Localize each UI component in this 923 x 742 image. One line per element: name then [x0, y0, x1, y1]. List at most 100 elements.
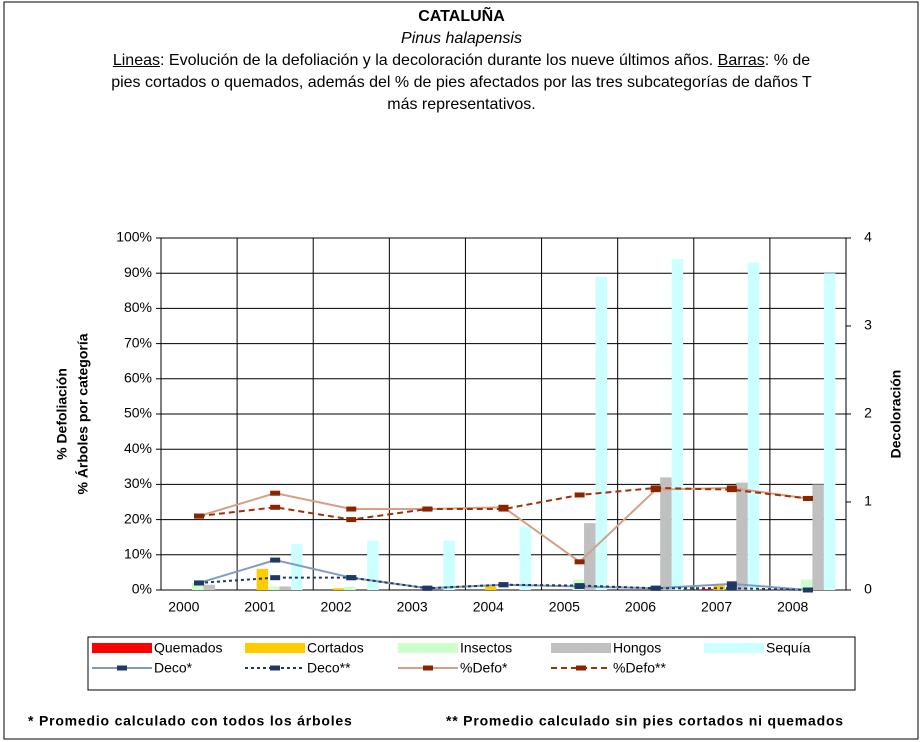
line-marker	[270, 557, 281, 563]
bar	[291, 544, 303, 590]
bar	[584, 523, 596, 590]
y-tick-label: 10%	[124, 546, 152, 562]
y2-axis-label: Decoloración	[888, 370, 904, 459]
line-marker	[194, 513, 205, 519]
chart-subtitle: Pinus halapensis	[401, 30, 522, 47]
line-marker	[726, 585, 737, 591]
legend-label: Quemados	[154, 640, 222, 656]
x-tick-label: 2006	[625, 599, 656, 615]
x-tick-label: 2007	[701, 599, 732, 615]
y-tick-label: 90%	[124, 264, 152, 280]
y2-tick-label: 0	[864, 581, 872, 597]
bar	[736, 482, 748, 590]
legend-label: Deco*	[154, 660, 193, 676]
y-tick-label: 70%	[124, 334, 152, 350]
bar	[192, 582, 204, 590]
legend-marker	[117, 665, 127, 671]
legend-label: Sequía	[766, 640, 811, 656]
legend-label: Cortados	[307, 640, 364, 656]
legend-label: Insectos	[460, 640, 512, 656]
line-marker	[802, 495, 813, 501]
bar	[332, 588, 345, 590]
line-marker	[498, 582, 509, 588]
line-marker	[270, 504, 281, 510]
y2-tick-label: 3	[864, 317, 872, 333]
legend-marker	[423, 665, 433, 671]
legend-label: %Defo**	[613, 660, 666, 676]
legend-swatch	[245, 643, 305, 653]
bar	[823, 273, 836, 590]
bar	[268, 586, 280, 590]
legend-marker	[270, 665, 280, 671]
plot-border	[160, 237, 847, 591]
legend-swatch	[704, 643, 764, 653]
bar	[203, 584, 215, 590]
bar	[713, 584, 725, 590]
bar	[519, 526, 531, 590]
y-tick-label: 60%	[124, 370, 152, 386]
bar	[256, 568, 269, 590]
bar	[484, 586, 497, 590]
line-marker	[346, 506, 357, 512]
x-tick-label: 2008	[777, 599, 808, 615]
line-marker	[574, 492, 585, 498]
y-tick-label: 30%	[124, 475, 152, 491]
header: CATALUÑA Pinus halapensis Lineas: Evoluc…	[0, 6, 923, 116]
legend-swatch	[92, 643, 152, 653]
line-marker	[270, 490, 281, 496]
description: Lineas: Evolución de la defoliación y la…	[102, 50, 822, 116]
line-marker	[422, 585, 433, 591]
footnote: * Promedio calculado con todos los árbol…	[28, 713, 353, 729]
desc-part: : Evolución de la defoliación y la decol…	[160, 52, 718, 69]
x-tick-label: 2005	[549, 599, 580, 615]
bar	[747, 262, 760, 590]
bar	[367, 540, 379, 590]
y2-tick-label: 4	[864, 229, 872, 245]
footnote: ** Promedio calculado sin pies cortados …	[446, 713, 844, 729]
x-tick-label: 2001	[244, 599, 275, 615]
line-marker	[574, 583, 585, 589]
line	[198, 486, 809, 521]
y-tick-label: 80%	[124, 299, 152, 315]
line-marker	[726, 487, 737, 493]
line-marker	[346, 575, 357, 581]
y-axis-label: % Defoliación	[54, 368, 70, 460]
bar	[800, 579, 813, 590]
y2-tick-label: 2	[864, 405, 872, 421]
bar	[660, 477, 672, 590]
legend-marker	[576, 665, 586, 671]
x-tick-label: 2004	[473, 599, 504, 615]
y2-tick-label: 1	[864, 493, 872, 509]
y-tick-label: 50%	[124, 405, 152, 421]
y-tick-label: 0%	[132, 581, 152, 597]
line-marker	[802, 587, 813, 593]
bar	[671, 259, 684, 590]
legend-label: Hongos	[613, 640, 661, 656]
line-marker	[574, 559, 585, 565]
y-axis-label: % Árboles por categoría	[75, 333, 91, 494]
line-marker	[650, 585, 661, 591]
line-marker	[194, 580, 205, 586]
bar	[701, 588, 714, 590]
legend-label: %Defo*	[460, 660, 508, 676]
bar	[812, 484, 824, 590]
x-tick-label: 2003	[397, 599, 428, 615]
bar	[344, 586, 356, 590]
line-marker	[650, 485, 661, 491]
legend-swatch	[551, 643, 611, 653]
line-marker	[346, 517, 357, 523]
line-marker	[726, 581, 737, 587]
line-marker	[422, 506, 433, 512]
bar	[595, 276, 608, 590]
legend-swatch	[398, 643, 458, 653]
chart-title: CATALUÑA	[418, 8, 505, 25]
y-tick-label: 40%	[124, 440, 152, 456]
line-marker	[270, 575, 281, 581]
y-tick-label: 20%	[124, 510, 152, 526]
bar	[279, 586, 292, 590]
bar	[443, 540, 455, 590]
x-tick-label: 2000	[168, 599, 199, 615]
desc-part: Barras	[717, 52, 765, 69]
